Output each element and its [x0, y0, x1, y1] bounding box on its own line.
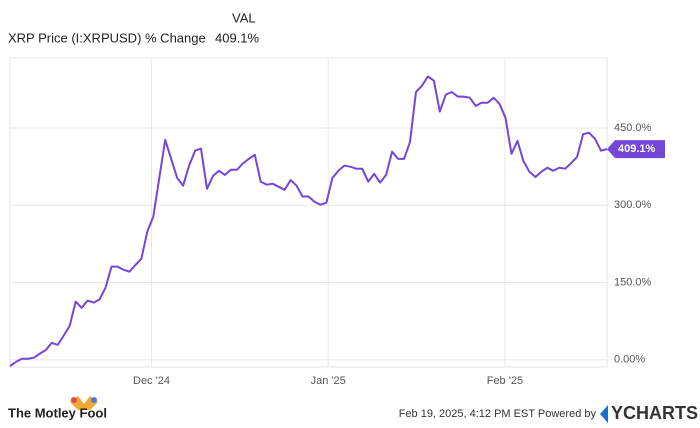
last-value-badge — [607, 140, 665, 159]
plot: 0.00% 150.0% 300.0% 450.0% Dec '24 Jan '25 Feb… — [9, 58, 652, 387]
y-tick-label: 450.0% — [614, 122, 652, 134]
provider: YCHARTS — [611, 403, 698, 423]
y-tick-label: 300.0% — [614, 199, 652, 211]
x-tick-label: Feb '25 — [487, 375, 523, 387]
x-tick-label: Jan '25 — [311, 375, 346, 387]
plot-frame — [9, 57, 608, 368]
header-column: VAL — [232, 10, 256, 25]
series-name: XRP Price (I:XRPUSD) % Change — [8, 30, 206, 45]
brand: The Motley Fool — [8, 405, 107, 420]
logo-dot — [71, 397, 77, 403]
header-value: 409.1% — [215, 30, 260, 45]
series-line — [9, 75, 608, 367]
x-tick-label: Dec '24 — [133, 375, 170, 387]
timestamp: Feb 19, 2025, 4:12 PM EST Powered by — [399, 408, 597, 420]
y-tick-label: 0.00% — [614, 354, 645, 366]
y-tick-label: 150.0% — [614, 276, 652, 288]
last-value-label: 409.1% — [618, 143, 656, 155]
motley-fool-logo: The Motley Fool — [8, 396, 107, 420]
logo-dot — [91, 397, 97, 403]
provider-icon — [600, 405, 608, 423]
logo-icon — [70, 396, 98, 410]
